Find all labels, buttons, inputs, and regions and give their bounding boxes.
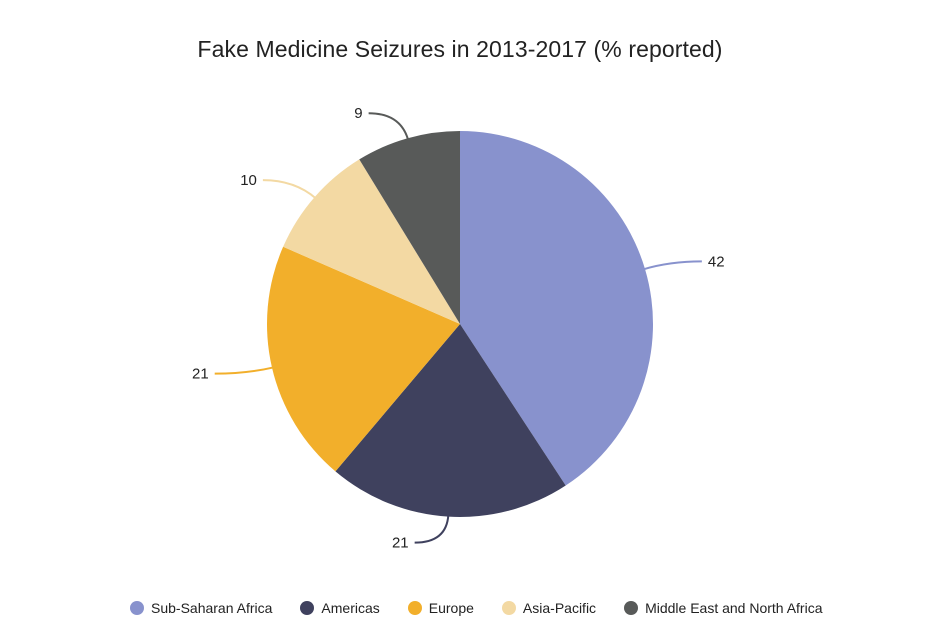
legend-label: Sub-Saharan Africa (151, 600, 273, 616)
legend: Sub-Saharan Africa Americas Europe Asia-Pac… (130, 600, 822, 616)
legend-item-asia-pacific: Asia-Pacific (501, 600, 597, 616)
legend-item-sub-saharan-africa: Sub-Saharan Africa (130, 600, 272, 616)
pie-slice-europe (266, 246, 460, 472)
legend-label: Europe (428, 600, 474, 616)
leader-line-sub-saharan-africa (642, 260, 702, 271)
data-label-americas: 21 (392, 535, 409, 552)
legend-label: Middle East and North Africa (645, 600, 823, 616)
legend-item-middle-east-and-north-africa: Middle East and North Africa (624, 600, 822, 616)
leader-line-americas (414, 514, 450, 544)
legend-label: Asia-Pacific (522, 600, 597, 616)
legend-swatch-icon (407, 601, 422, 615)
legend-swatch-icon (501, 601, 516, 615)
legend-item-americas: Americas (300, 600, 380, 616)
legend-label: Americas (321, 600, 380, 616)
pie-chart: 42 21 21 10 9 (192, 105, 725, 552)
legend-swatch-icon (300, 601, 315, 615)
data-label-sub-saharan-africa: 42 (708, 253, 725, 270)
data-label-middle-east-and-north-africa: 9 (354, 105, 362, 122)
pie-slice-asia-pacific (283, 159, 460, 324)
data-label-europe: 21 (192, 366, 209, 383)
leader-line-middle-east-and-north-africa (368, 112, 410, 141)
legend-item-europe: Europe (407, 600, 474, 616)
pie-slice-middle-east-and-north-africa (359, 131, 460, 324)
legend-swatch-icon (130, 601, 144, 615)
leader-line-asia-pacific (262, 179, 317, 200)
legend-swatch-icon (624, 601, 639, 615)
pie-slice-americas (335, 324, 566, 518)
chart-title: Fake Medicine Seizures in 2013-2017 (% r… (197, 36, 723, 62)
data-label-asia-pacific: 10 (240, 172, 257, 189)
leader-line-europe (214, 366, 275, 375)
pie-slice-sub-saharan-africa (460, 131, 654, 486)
